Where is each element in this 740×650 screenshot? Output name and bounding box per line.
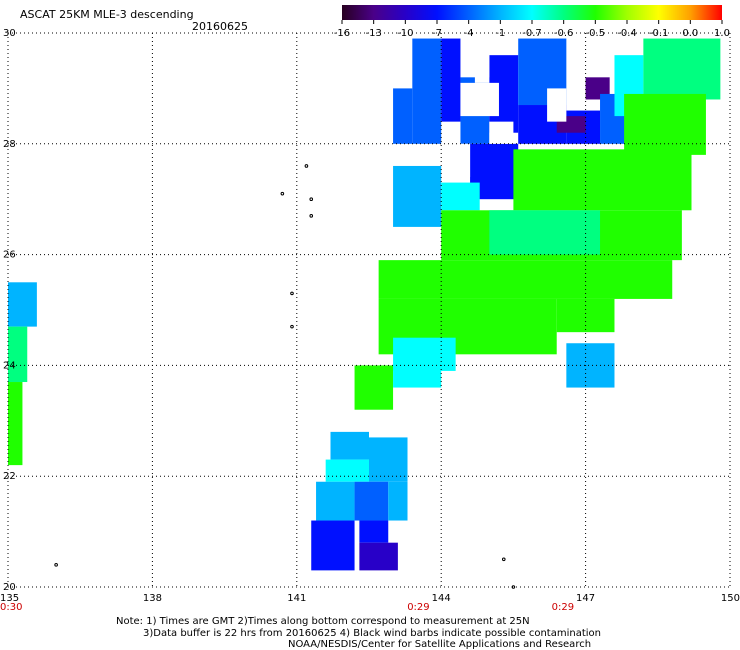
time-label: 0:30 <box>0 602 22 613</box>
colorbar-tick-label: -0.4 <box>617 28 637 39</box>
colorbar-tick-label: -0.6 <box>554 28 574 39</box>
colorbar: -16 -13 -10 -7 -4 -1 -0.7 -0.6 -0.5 -0.4 -0.1 0.0 1.… <box>334 5 730 39</box>
island-outline <box>511 585 516 589</box>
lat-label: 20 <box>3 582 16 593</box>
lon-label: 144 <box>432 593 451 604</box>
island-outline <box>290 291 294 296</box>
colorbar-tick-label: 0.0 <box>682 28 698 39</box>
colorbar-tick-label: -7 <box>432 28 442 39</box>
wind-cell <box>393 165 442 227</box>
lat-label: 22 <box>3 471 16 482</box>
time-label: 0:29 <box>552 602 574 613</box>
lat-label: 26 <box>3 250 16 261</box>
island-outline <box>54 563 58 567</box>
island-outline <box>280 191 285 196</box>
wind-cell <box>412 38 442 144</box>
island-outline <box>309 197 314 201</box>
data-gap <box>489 121 514 144</box>
colorbar-tick-label: -10 <box>397 28 413 39</box>
lon-label: 147 <box>576 593 595 604</box>
wind-cell <box>8 282 37 327</box>
wind-cell <box>388 481 408 521</box>
wind-cell <box>354 481 389 521</box>
wind-cell <box>513 149 692 211</box>
colorbar-tick-label: -16 <box>334 28 350 39</box>
colorbar-tick-label: -4 <box>464 28 474 39</box>
wind-cell <box>330 431 369 460</box>
wind-cell <box>311 520 355 571</box>
island-outline <box>309 214 314 218</box>
lon-label: 141 <box>287 593 306 604</box>
note-line-2: 3)Data buffer is 22 hrs from 20160625 4)… <box>143 628 601 639</box>
wind-cell <box>585 77 610 100</box>
wind-cell <box>316 481 355 521</box>
wind-cell <box>556 298 615 333</box>
data-gap-layer <box>455 44 567 178</box>
lon-label: 150 <box>721 593 740 604</box>
wind-cell <box>378 260 673 299</box>
chart-date: 20160625 <box>192 20 248 33</box>
note-line-3: NOAA/NESDIS/Center for Satellite Applica… <box>288 639 592 650</box>
lat-label: 30 <box>3 28 16 39</box>
wind-cell <box>441 182 480 211</box>
chart-title: ASCAT 25KM MLE-3 descending <box>20 8 194 21</box>
colorbar-tick-label: -0.1 <box>649 28 669 39</box>
wind-cell <box>325 459 369 482</box>
colorbar-tick-label: -13 <box>365 28 381 39</box>
wind-cell <box>359 542 398 571</box>
wind-cell <box>441 38 461 122</box>
wind-cell <box>359 520 389 543</box>
wind-data-layer <box>8 38 721 571</box>
data-gap <box>547 88 567 122</box>
lat-label: 24 <box>3 360 16 371</box>
colorbar-tick-label: -1 <box>495 28 505 39</box>
colorbar-gradient <box>342 5 722 20</box>
wind-cell <box>624 93 706 155</box>
lon-label: 135 <box>0 593 19 604</box>
colorbar-tick-label: -0.7 <box>522 28 542 39</box>
wind-cell <box>566 343 615 388</box>
island-outline <box>290 324 294 329</box>
wind-cell <box>369 437 408 482</box>
island-outline <box>501 557 506 562</box>
data-gap <box>460 82 499 117</box>
wind-cell <box>393 88 413 144</box>
time-label: 0:29 <box>407 602 429 613</box>
lat-lon-grid <box>7 32 731 588</box>
wind-cell <box>643 38 721 100</box>
coastline-layer <box>54 164 516 589</box>
note-line-1: Note: 1) Times are GMT 2)Times along bot… <box>116 616 530 627</box>
wind-cell <box>489 210 601 255</box>
wind-cell <box>8 326 28 383</box>
lon-label: 138 <box>143 593 162 604</box>
colorbar-tick-label: 1.0 <box>714 28 730 39</box>
data-gap <box>474 44 490 83</box>
wind-cell <box>354 365 394 410</box>
wind-cell <box>8 382 23 466</box>
data-gap <box>455 143 471 178</box>
colorbar-tick-label: -0.5 <box>586 28 606 39</box>
lat-label: 28 <box>3 139 16 150</box>
island-outline <box>304 164 309 168</box>
wind-cell <box>393 365 442 388</box>
